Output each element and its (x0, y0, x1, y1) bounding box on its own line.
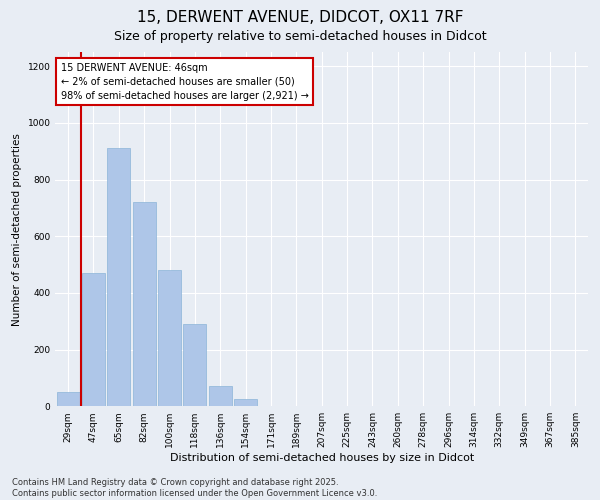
Bar (158, 270, 181, 406)
Bar (82, 273, 105, 406)
Text: 15 DERWENT AVENUE: 46sqm
← 2% of semi-detached houses are smaller (50)
98% of se: 15 DERWENT AVENUE: 46sqm ← 2% of semi-de… (61, 62, 308, 100)
Y-axis label: Number of semi-detached properties: Number of semi-detached properties (12, 132, 22, 326)
Text: Contains HM Land Registry data © Crown copyright and database right 2025.
Contai: Contains HM Land Registry data © Crown c… (12, 478, 377, 498)
Bar (56, 392, 80, 406)
Bar (107, 148, 130, 406)
Text: 15, DERWENT AVENUE, DIDCOT, OX11 7RF: 15, DERWENT AVENUE, DIDCOT, OX11 7RF (137, 10, 463, 25)
Bar (133, 202, 155, 406)
X-axis label: Distribution of semi-detached houses by size in Didcot: Distribution of semi-detached houses by … (170, 453, 474, 463)
Bar (184, 324, 206, 406)
Bar (209, 386, 232, 406)
Bar (234, 399, 257, 406)
Text: Size of property relative to semi-detached houses in Didcot: Size of property relative to semi-detach… (113, 30, 487, 43)
